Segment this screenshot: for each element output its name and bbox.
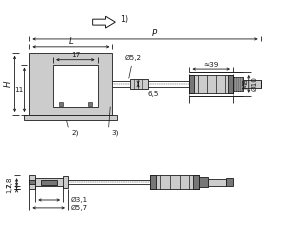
Bar bbox=[35, 178, 65, 186]
Bar bbox=[63, 176, 68, 188]
Text: ≈39: ≈39 bbox=[203, 62, 219, 68]
Bar bbox=[228, 75, 233, 93]
Bar bbox=[189, 75, 233, 93]
Bar bbox=[29, 53, 112, 115]
Text: 3): 3) bbox=[111, 130, 119, 136]
Text: 11: 11 bbox=[14, 87, 23, 93]
Bar bbox=[130, 79, 148, 89]
Text: 7,8: 7,8 bbox=[7, 176, 13, 188]
Bar bbox=[24, 115, 117, 120]
Text: 1,2: 1,2 bbox=[7, 182, 13, 193]
Text: 2): 2) bbox=[72, 130, 79, 136]
Bar bbox=[194, 175, 199, 189]
Bar bbox=[88, 102, 92, 106]
Text: Ø10: Ø10 bbox=[252, 76, 258, 91]
Text: H: H bbox=[4, 81, 13, 87]
Text: Ø5,2: Ø5,2 bbox=[125, 55, 142, 78]
Bar bbox=[41, 180, 57, 185]
Bar bbox=[150, 175, 156, 189]
Text: Ø3,1: Ø3,1 bbox=[71, 197, 88, 203]
Bar bbox=[29, 180, 35, 184]
Bar bbox=[243, 80, 261, 88]
Text: M8: M8 bbox=[242, 79, 248, 89]
Bar bbox=[53, 65, 97, 107]
Text: L: L bbox=[68, 38, 73, 46]
Text: 1): 1) bbox=[120, 15, 128, 24]
Text: 6,5: 6,5 bbox=[148, 91, 159, 97]
Text: P: P bbox=[152, 30, 157, 38]
Text: Ø5,7: Ø5,7 bbox=[71, 205, 88, 211]
Bar bbox=[150, 175, 199, 189]
Bar bbox=[199, 177, 208, 187]
Bar bbox=[226, 178, 233, 186]
Bar bbox=[59, 102, 63, 106]
Bar bbox=[233, 77, 243, 91]
Bar bbox=[208, 179, 226, 186]
Bar bbox=[189, 75, 194, 93]
Polygon shape bbox=[93, 16, 115, 28]
Text: 17: 17 bbox=[71, 52, 80, 58]
Bar bbox=[29, 175, 35, 189]
